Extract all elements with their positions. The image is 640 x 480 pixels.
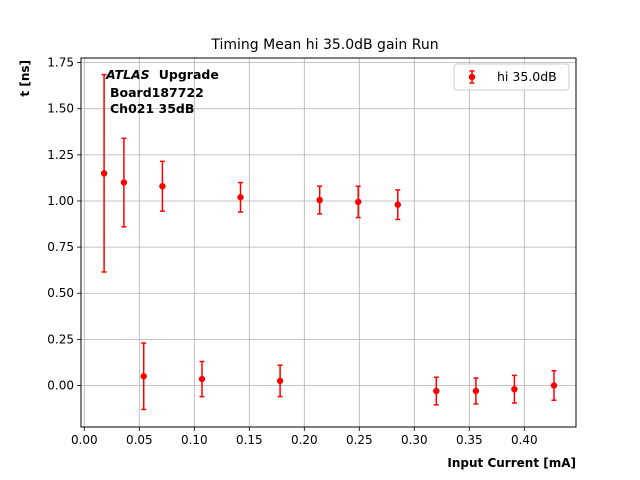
x-tick-label: 0.00	[71, 433, 98, 447]
data-point	[159, 183, 166, 190]
x-tick-label: 0.40	[511, 433, 538, 447]
plot-frame	[80, 57, 577, 428]
y-tick-label: 1.75	[47, 56, 74, 70]
x-tick-label: 0.15	[236, 433, 263, 447]
annotation: ATLAS Upgrade Board187722 Ch021 35dB	[105, 64, 219, 116]
x-tick-label: 0.20	[291, 433, 318, 447]
data-point	[472, 387, 480, 395]
x-tick-label: 0.05	[126, 433, 153, 447]
data-point	[100, 170, 108, 177]
plot-area	[81, 58, 576, 427]
legend-box	[453, 63, 570, 91]
data-point	[316, 196, 323, 204]
series-0	[100, 73, 558, 411]
series-layer	[100, 73, 558, 411]
chart-title: Timing Mean hi 35.0dB gain Run	[210, 37, 438, 53]
data-point	[276, 377, 284, 385]
data-point	[433, 387, 440, 395]
board-label: Board187722	[110, 85, 204, 100]
data-point	[120, 179, 128, 186]
y-axis: 0.00 0.25 0.50 0.75 1.00 1.25 1.50 1.75	[47, 56, 81, 392]
grid	[81, 58, 576, 427]
x-tick-label: 0.30	[401, 433, 428, 447]
data-point	[355, 198, 362, 206]
data-point	[511, 385, 518, 393]
data-point	[237, 194, 244, 201]
y-tick-label: 0.75	[47, 240, 74, 254]
annotation-line-1: ATLAS Upgrade	[105, 64, 219, 83]
atlas-label: ATLAS	[105, 67, 150, 82]
y-tick-label: 1.00	[47, 194, 74, 208]
legend-label: hi 35.0dB	[497, 69, 557, 84]
y-tick-label: 1.50	[47, 102, 74, 116]
y-tick-label: 0.00	[47, 378, 74, 392]
data-point	[198, 375, 206, 383]
upgrade-label: Upgrade	[159, 67, 219, 82]
legend-marker	[468, 73, 476, 81]
x-tick-label: 0.35	[456, 433, 483, 447]
x-tick-label: 0.25	[346, 433, 373, 447]
channel-label: Ch021 35dB	[110, 101, 194, 116]
x-axis-label: Input Current [mA]	[447, 456, 576, 470]
y-axis-label: t [ns]	[18, 60, 32, 97]
legend: hi 35.0dB	[453, 63, 570, 91]
data-point	[140, 373, 147, 380]
data-point	[550, 382, 558, 389]
y-tick-label: 0.50	[47, 286, 74, 300]
x-axis: 0.00 0.05 0.10 0.15 0.20 0.25 0.30 0.35 0.40	[71, 427, 538, 447]
data-point	[394, 201, 401, 208]
y-tick-label: 1.25	[47, 148, 74, 162]
y-tick-label: 0.25	[47, 332, 74, 346]
x-tick-label: 0.10	[181, 433, 208, 447]
